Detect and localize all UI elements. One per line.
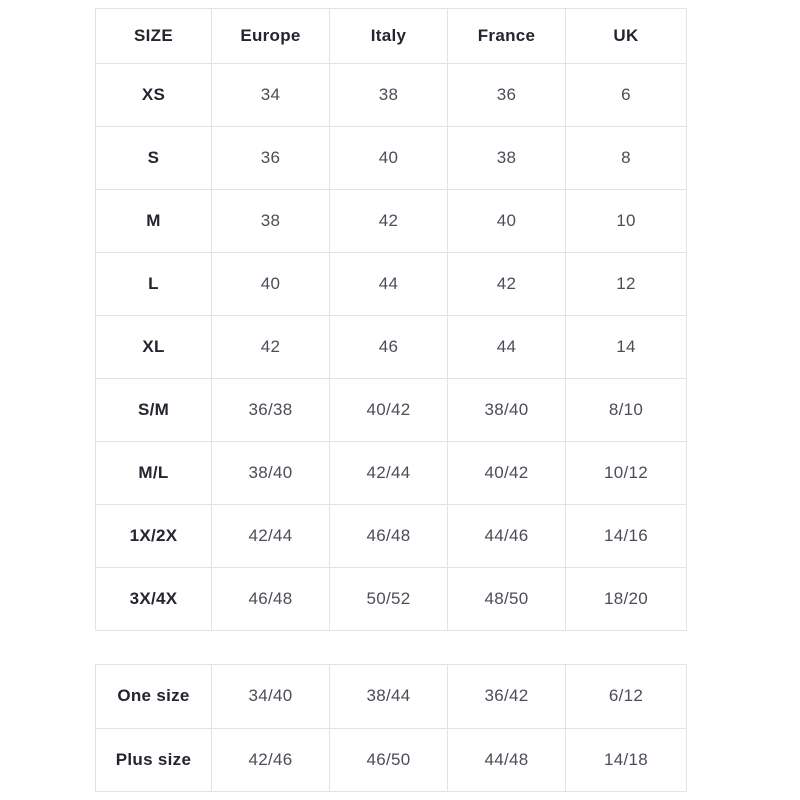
table-row-l: L 40 44 42 12 [95, 252, 687, 316]
size-value-cell: 36 [211, 126, 330, 190]
size-conversion-table-header: SIZE Europe Italy France UK [95, 8, 687, 64]
size-label-cell: XS [95, 63, 212, 127]
size-value-cell: 34 [211, 63, 330, 127]
table-row-xl: XL 42 46 44 14 [95, 315, 687, 379]
size-value-cell: 8/10 [565, 378, 687, 442]
column-header-italy: Italy [329, 8, 448, 64]
size-value-cell: 36/42 [447, 664, 566, 729]
size-value-cell: 50/52 [329, 567, 448, 631]
table-row-m-l: M/L 38/40 42/44 40/42 10/12 [95, 441, 687, 505]
size-label-cell: 3X/4X [95, 567, 212, 631]
size-value-cell: 38 [329, 63, 448, 127]
size-value-cell: 42 [447, 252, 566, 316]
table-gap [95, 631, 686, 664]
size-value-cell: 40 [329, 126, 448, 190]
size-value-cell: 44/46 [447, 504, 566, 568]
size-value-cell: 38 [447, 126, 566, 190]
size-value-cell: 46/50 [329, 727, 448, 792]
size-value-cell: 46/48 [211, 567, 330, 631]
size-value-cell: 36 [447, 63, 566, 127]
special-sizes-table: One size 34/40 38/44 36/42 6/12 Plus siz… [95, 664, 687, 792]
table-row-one-size: One size 34/40 38/44 36/42 6/12 [95, 664, 687, 729]
size-value-cell: 42/44 [329, 441, 448, 505]
size-label-cell: S [95, 126, 212, 190]
column-header-uk: UK [565, 8, 687, 64]
header-row: SIZE Europe Italy France UK [95, 8, 687, 64]
size-value-cell: 46 [329, 315, 448, 379]
size-label-cell: Plus size [95, 727, 212, 792]
size-label-cell: One size [95, 664, 212, 729]
size-value-cell: 44 [329, 252, 448, 316]
size-value-cell: 36/38 [211, 378, 330, 442]
size-value-cell: 18/20 [565, 567, 687, 631]
table-row-3x-4x: 3X/4X 46/48 50/52 48/50 18/20 [95, 567, 687, 631]
size-value-cell: 10 [565, 189, 687, 253]
size-value-cell: 44/48 [447, 727, 566, 792]
size-guide-page: SIZE Europe Italy France UK XS 34 38 36 … [95, 8, 687, 792]
size-value-cell: 14/16 [565, 504, 687, 568]
size-value-cell: 8 [565, 126, 687, 190]
table-row-plus-size: Plus size 42/46 46/50 44/48 14/18 [95, 727, 687, 792]
size-label-cell: M [95, 189, 212, 253]
column-header-europe: Europe [211, 8, 330, 64]
size-value-cell: 40/42 [329, 378, 448, 442]
size-label-cell: XL [95, 315, 212, 379]
size-value-cell: 38/40 [211, 441, 330, 505]
size-value-cell: 6/12 [565, 664, 687, 729]
table-row-s: S 36 40 38 8 [95, 126, 687, 190]
size-value-cell: 12 [565, 252, 687, 316]
size-value-cell: 40 [447, 189, 566, 253]
size-value-cell: 44 [447, 315, 566, 379]
column-header-size: SIZE [95, 8, 212, 64]
size-conversion-table: SIZE Europe Italy France UK XS 34 38 36 … [95, 8, 687, 631]
table-row-s-m: S/M 36/38 40/42 38/40 8/10 [95, 378, 687, 442]
size-value-cell: 38/40 [447, 378, 566, 442]
size-label-cell: M/L [95, 441, 212, 505]
size-value-cell: 34/40 [211, 664, 330, 729]
column-header-france: France [447, 8, 566, 64]
size-value-cell: 38 [211, 189, 330, 253]
size-value-cell: 40 [211, 252, 330, 316]
size-value-cell: 48/50 [447, 567, 566, 631]
table-row-1x-2x: 1X/2X 42/44 46/48 44/46 14/16 [95, 504, 687, 568]
table-row-xs: XS 34 38 36 6 [95, 63, 687, 127]
size-value-cell: 14 [565, 315, 687, 379]
size-label-cell: 1X/2X [95, 504, 212, 568]
size-value-cell: 14/18 [565, 727, 687, 792]
size-label-cell: L [95, 252, 212, 316]
size-value-cell: 42/46 [211, 727, 330, 792]
size-value-cell: 46/48 [329, 504, 448, 568]
size-value-cell: 10/12 [565, 441, 687, 505]
size-value-cell: 42 [211, 315, 330, 379]
size-label-cell: S/M [95, 378, 212, 442]
size-value-cell: 42/44 [211, 504, 330, 568]
size-value-cell: 38/44 [329, 664, 448, 729]
size-value-cell: 6 [565, 63, 687, 127]
size-value-cell: 40/42 [447, 441, 566, 505]
size-value-cell: 42 [329, 189, 448, 253]
table-row-m: M 38 42 40 10 [95, 189, 687, 253]
